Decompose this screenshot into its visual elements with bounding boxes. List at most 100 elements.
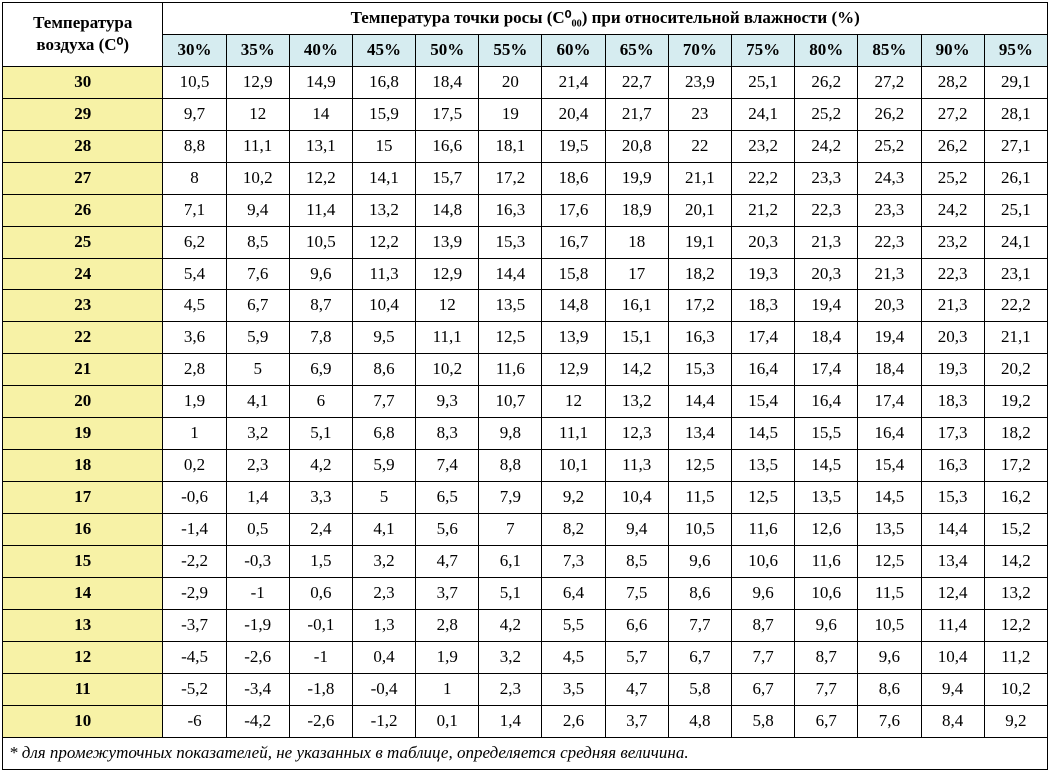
temp-cell: 18 bbox=[3, 450, 163, 482]
temp-cell: 24 bbox=[3, 258, 163, 290]
data-cell: 9,6 bbox=[668, 545, 731, 577]
data-cell: 20 bbox=[479, 66, 542, 98]
data-cell: 14,1 bbox=[352, 162, 415, 194]
table-row: 288,811,113,11516,618,119,520,82223,224,… bbox=[3, 130, 1048, 162]
data-cell: 6,2 bbox=[163, 226, 226, 258]
data-cell: -1 bbox=[226, 577, 289, 609]
data-cell: 5,4 bbox=[163, 258, 226, 290]
temp-cell: 15 bbox=[3, 545, 163, 577]
data-cell: 19 bbox=[479, 98, 542, 130]
temp-cell: 27 bbox=[3, 162, 163, 194]
data-cell: 23 bbox=[668, 98, 731, 130]
data-cell: 7,7 bbox=[668, 609, 731, 641]
data-cell: 22,7 bbox=[605, 66, 668, 98]
data-cell: 0,6 bbox=[289, 577, 352, 609]
temp-cell: 29 bbox=[3, 98, 163, 130]
data-cell: -1,2 bbox=[352, 705, 415, 737]
data-cell: 9,6 bbox=[289, 258, 352, 290]
data-cell: 2,8 bbox=[163, 354, 226, 386]
data-cell: -3,4 bbox=[226, 673, 289, 705]
data-cell: 7,8 bbox=[289, 322, 352, 354]
data-cell: 11,5 bbox=[668, 482, 731, 514]
table-row: 299,7121415,917,51920,421,72324,125,226,… bbox=[3, 98, 1048, 130]
data-cell: 12 bbox=[542, 386, 605, 418]
temp-cell: 17 bbox=[3, 482, 163, 514]
data-cell: 4,2 bbox=[479, 609, 542, 641]
data-cell: 12 bbox=[416, 290, 479, 322]
data-cell: 7,9 bbox=[479, 482, 542, 514]
data-cell: 24,2 bbox=[795, 130, 858, 162]
data-cell: 6,8 bbox=[352, 418, 415, 450]
data-cell: 19,3 bbox=[731, 258, 794, 290]
data-cell: 23,2 bbox=[921, 226, 984, 258]
data-cell: 5,1 bbox=[479, 577, 542, 609]
data-cell: 26,2 bbox=[795, 66, 858, 98]
data-cell: 25,1 bbox=[984, 194, 1047, 226]
table-row: 3010,512,914,916,818,42021,422,723,925,1… bbox=[3, 66, 1048, 98]
data-cell: 9,5 bbox=[352, 322, 415, 354]
data-cell: 18,3 bbox=[921, 386, 984, 418]
data-cell: 10,1 bbox=[542, 450, 605, 482]
data-cell: 14,4 bbox=[668, 386, 731, 418]
data-cell: 2,3 bbox=[352, 577, 415, 609]
data-cell: 29,1 bbox=[984, 66, 1047, 98]
data-cell: 23,3 bbox=[795, 162, 858, 194]
data-cell: 17,2 bbox=[984, 450, 1047, 482]
data-cell: 15,5 bbox=[795, 418, 858, 450]
data-cell: 12,9 bbox=[226, 66, 289, 98]
humidity-header-50: 50% bbox=[416, 34, 479, 66]
data-cell: 20,8 bbox=[605, 130, 668, 162]
data-cell: 1,9 bbox=[163, 386, 226, 418]
data-cell: -0,6 bbox=[163, 482, 226, 514]
data-cell: 11,4 bbox=[289, 194, 352, 226]
data-cell: 18,2 bbox=[984, 418, 1047, 450]
table-row: 234,56,78,710,41213,514,816,117,218,319,… bbox=[3, 290, 1048, 322]
data-cell: -4,5 bbox=[163, 641, 226, 673]
data-cell: 20,3 bbox=[858, 290, 921, 322]
table-row: 245,47,69,611,312,914,415,81718,219,320,… bbox=[3, 258, 1048, 290]
data-cell: 11,3 bbox=[352, 258, 415, 290]
data-cell: 0,4 bbox=[352, 641, 415, 673]
data-cell: -0,1 bbox=[289, 609, 352, 641]
data-cell: 21,1 bbox=[984, 322, 1047, 354]
data-cell: -1,8 bbox=[289, 673, 352, 705]
data-cell: 26,2 bbox=[858, 98, 921, 130]
data-cell: 10,5 bbox=[163, 66, 226, 98]
data-cell: 25,1 bbox=[731, 66, 794, 98]
data-cell: 4,8 bbox=[668, 705, 731, 737]
data-cell: 27,2 bbox=[921, 98, 984, 130]
data-cell: 28,2 bbox=[921, 66, 984, 98]
data-cell: 11,1 bbox=[226, 130, 289, 162]
data-cell: 7,6 bbox=[226, 258, 289, 290]
data-cell: 7 bbox=[479, 514, 542, 546]
data-cell: 3,2 bbox=[352, 545, 415, 577]
data-cell: 5,8 bbox=[668, 673, 731, 705]
data-cell: 4,7 bbox=[416, 545, 479, 577]
data-cell: 22,3 bbox=[921, 258, 984, 290]
data-cell: 15,3 bbox=[479, 226, 542, 258]
data-cell: -3,7 bbox=[163, 609, 226, 641]
data-cell: 6,4 bbox=[542, 577, 605, 609]
data-cell: -1,9 bbox=[226, 609, 289, 641]
data-cell: 21,3 bbox=[858, 258, 921, 290]
data-cell: 12,5 bbox=[668, 450, 731, 482]
data-cell: -2,6 bbox=[226, 641, 289, 673]
data-cell: 3,5 bbox=[542, 673, 605, 705]
data-cell: 6,7 bbox=[731, 673, 794, 705]
humidity-header-35: 35% bbox=[226, 34, 289, 66]
data-cell: 15 bbox=[352, 130, 415, 162]
data-cell: 16,4 bbox=[731, 354, 794, 386]
table-row: 15-2,2-0,31,53,24,76,17,38,59,610,611,61… bbox=[3, 545, 1048, 577]
data-cell: 15,3 bbox=[921, 482, 984, 514]
data-cell: 16,6 bbox=[416, 130, 479, 162]
data-cell: 4,1 bbox=[352, 514, 415, 546]
data-cell: 8,8 bbox=[479, 450, 542, 482]
data-cell: 20,1 bbox=[668, 194, 731, 226]
data-cell: 6,6 bbox=[605, 609, 668, 641]
data-cell: 11,2 bbox=[984, 641, 1047, 673]
data-cell: 12 bbox=[226, 98, 289, 130]
data-cell: 8,4 bbox=[921, 705, 984, 737]
data-cell: 25,2 bbox=[795, 98, 858, 130]
humidity-header-95: 95% bbox=[984, 34, 1047, 66]
data-cell: 13,2 bbox=[352, 194, 415, 226]
